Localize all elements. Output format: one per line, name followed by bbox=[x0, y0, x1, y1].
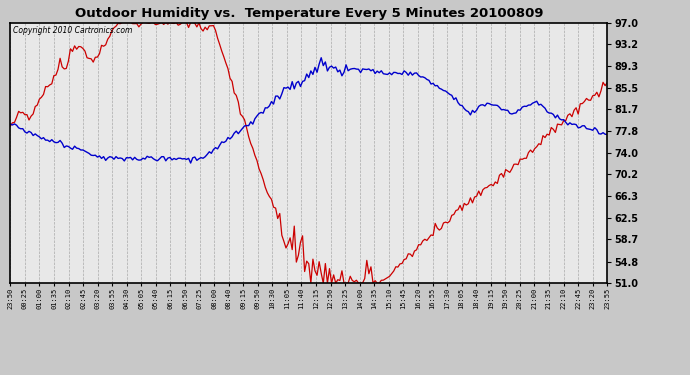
Text: Copyright 2010 Cartronics.com: Copyright 2010 Cartronics.com bbox=[13, 26, 132, 35]
Title: Outdoor Humidity vs.  Temperature Every 5 Minutes 20100809: Outdoor Humidity vs. Temperature Every 5… bbox=[75, 7, 543, 20]
